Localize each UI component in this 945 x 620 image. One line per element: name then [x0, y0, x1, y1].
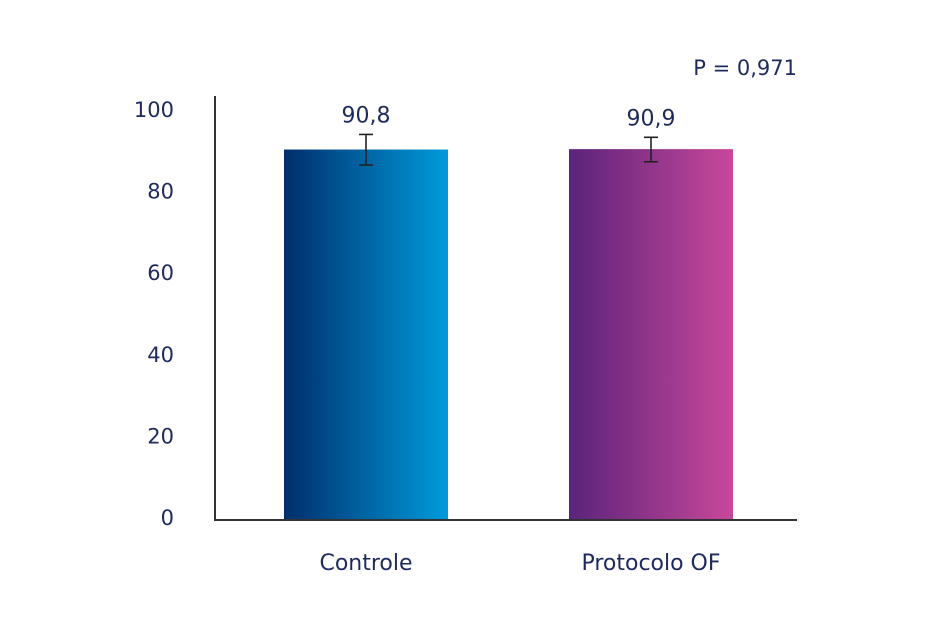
value-label-0: 90,8 [342, 103, 391, 128]
value-label-1: 90,9 [627, 106, 676, 131]
bars [284, 149, 733, 521]
y-tick-label-100: 100 [134, 98, 174, 122]
value-labels: 90,8 90,9 [342, 103, 676, 131]
p-value-annotation: P = 0,971 [693, 56, 797, 80]
y-tick-label-80: 80 [147, 180, 174, 204]
y-tick-label-40: 40 [147, 343, 174, 367]
bar-protocolo-of [569, 149, 733, 521]
y-tick-label-60: 60 [147, 261, 174, 285]
category-label-1: Protocolo OF [581, 551, 720, 576]
y-tick-label-0: 0 [161, 506, 174, 530]
error-bar-1 [644, 136, 658, 163]
error-bars [359, 133, 658, 166]
y-tick-labels: 0 20 40 60 80 100 [134, 98, 174, 530]
error-bar-0 [359, 133, 373, 166]
bar-controle [284, 149, 448, 520]
category-labels: Controle Protocolo OF [319, 551, 720, 576]
category-label-0: Controle [319, 551, 412, 576]
y-tick-label-20: 20 [147, 424, 174, 448]
